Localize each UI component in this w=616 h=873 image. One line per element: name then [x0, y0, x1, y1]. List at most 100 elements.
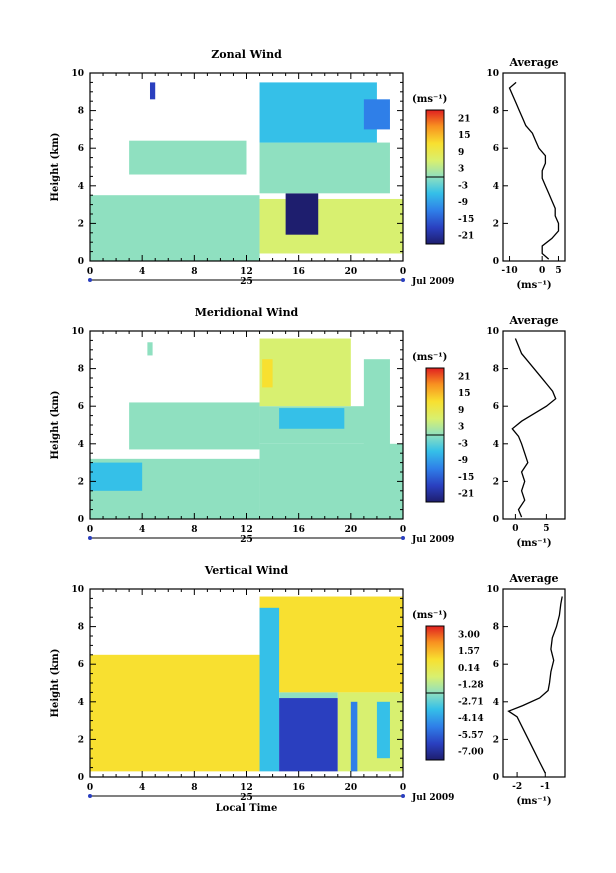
colorbar-tick-label: -15 — [458, 473, 474, 483]
y-tick-label: 0 — [78, 515, 84, 525]
avg-y-tick-label: 8 — [493, 365, 499, 375]
colorbar-tick-label: 21 — [458, 372, 471, 382]
y-tick-label: 8 — [78, 107, 84, 117]
average-frame — [502, 588, 566, 778]
avg-x-label: (ms⁻¹) — [516, 538, 551, 549]
y-tick-label: 2 — [78, 735, 84, 745]
day-label: 25 — [240, 535, 253, 545]
x-tick-label: 16 — [292, 783, 305, 793]
x-tick-label: 4 — [139, 525, 145, 535]
y-tick-label: 10 — [71, 327, 84, 337]
heatmap-cell — [149, 82, 156, 100]
heatmap-cell — [376, 701, 390, 759]
avg-y-tick-label: 8 — [493, 623, 499, 633]
colorbar-tick-label: 21 — [458, 114, 471, 124]
average-profile-line — [508, 81, 560, 260]
colorbar-tick-label: 15 — [458, 131, 471, 141]
heatmap-cell — [279, 408, 345, 429]
day-bar-end — [401, 278, 405, 282]
colorbar-tick-label: -4.14 — [458, 714, 484, 724]
heatmap-cell — [363, 359, 390, 454]
x-tick-label: 20 — [345, 267, 358, 277]
colorbar-tick-label: -15 — [458, 215, 474, 225]
y-axis-label: Height (km) — [50, 649, 61, 718]
avg-x-tick-label: 5 — [543, 524, 549, 534]
y-axis-label: Height (km) — [50, 133, 61, 202]
colorbar-tick-label: -9 — [458, 456, 468, 466]
avg-x-label: (ms⁻¹) — [516, 280, 551, 291]
y-tick-label: 0 — [78, 257, 84, 267]
y-tick-label: 6 — [78, 402, 84, 412]
heatmap-cell — [90, 195, 260, 256]
x-tick-label: 0 — [400, 267, 406, 277]
colorbar-tick-label: -9 — [458, 198, 468, 208]
x-tick-label: 4 — [139, 783, 145, 793]
avg-x-tick-label: -1 — [540, 782, 550, 792]
colorbar-tick-label: -3 — [458, 439, 468, 449]
y-tick-label: 8 — [78, 623, 84, 633]
heatmap-cell — [259, 443, 403, 519]
y-tick-label: 2 — [78, 219, 84, 229]
heatmap-cell — [90, 462, 143, 491]
colorbar-unit: (ms⁻¹) — [412, 610, 447, 621]
average-title: Average — [508, 314, 558, 327]
y-axis-label: Height (km) — [50, 391, 61, 460]
day-bar-end — [88, 278, 92, 282]
average-profile-line — [507, 596, 563, 774]
colorbar-tick-label: -2.71 — [458, 697, 484, 707]
colorbar-tick-label: -21 — [458, 490, 474, 500]
avg-y-tick-label: 4 — [493, 440, 499, 450]
heatmap-cell — [259, 596, 403, 693]
heatmap-cell — [279, 692, 338, 699]
panel-title: Vertical Wind — [204, 564, 289, 577]
x-axis-label: Local Time — [216, 803, 278, 814]
average-frame — [502, 330, 566, 520]
heatmap-cell — [337, 692, 403, 772]
date-label: Jul 2009 — [411, 535, 454, 545]
x-tick-label: 12 — [240, 267, 253, 277]
colorbar-tick-label: 3.00 — [458, 630, 480, 640]
x-tick-label: 8 — [191, 783, 197, 793]
y-tick-label: 6 — [78, 660, 84, 670]
day-bar-end — [401, 536, 405, 540]
heatmap-cell — [147, 342, 153, 356]
x-tick-label: 12 — [240, 525, 253, 535]
avg-x-tick-label: 0 — [512, 524, 518, 534]
x-tick-label: 8 — [191, 267, 197, 277]
colorbar-tick-label: -5.57 — [458, 731, 484, 741]
day-bar-end — [88, 794, 92, 798]
heatmap-cell — [279, 698, 338, 772]
colorbar-tick-label: 9 — [458, 406, 464, 416]
y-tick-label: 10 — [71, 69, 84, 79]
avg-y-tick-label: 2 — [493, 477, 499, 487]
heatmap-cell — [363, 99, 390, 130]
x-tick-label: 4 — [139, 267, 145, 277]
heatmap-cell — [259, 607, 280, 772]
colorbar-tick-label: -21 — [458, 232, 474, 242]
heatmap-cell — [259, 338, 351, 407]
panel-title: Meridional Wind — [195, 306, 299, 319]
x-tick-label: 16 — [292, 525, 305, 535]
avg-y-tick-label: 6 — [493, 144, 499, 154]
day-bar-end — [88, 536, 92, 540]
heatmap-cell — [259, 82, 377, 143]
avg-x-tick-label: -2 — [512, 782, 522, 792]
y-tick-label: 8 — [78, 365, 84, 375]
avg-y-tick-label: 2 — [493, 735, 499, 745]
heatmap-cell — [350, 701, 358, 772]
heatmap-cell — [129, 402, 260, 450]
x-tick-label: 20 — [345, 783, 358, 793]
x-tick-label: 0 — [87, 267, 93, 277]
avg-y-tick-label: 0 — [493, 515, 499, 525]
average-title: Average — [508, 56, 558, 69]
average-frame — [502, 72, 566, 262]
avg-y-tick-label: 0 — [493, 257, 499, 267]
y-tick-label: 4 — [78, 440, 84, 450]
avg-x-tick-label: 5 — [555, 266, 561, 276]
x-tick-label: 0 — [87, 525, 93, 535]
day-bar-end — [401, 794, 405, 798]
heatmap-cell — [259, 142, 390, 194]
